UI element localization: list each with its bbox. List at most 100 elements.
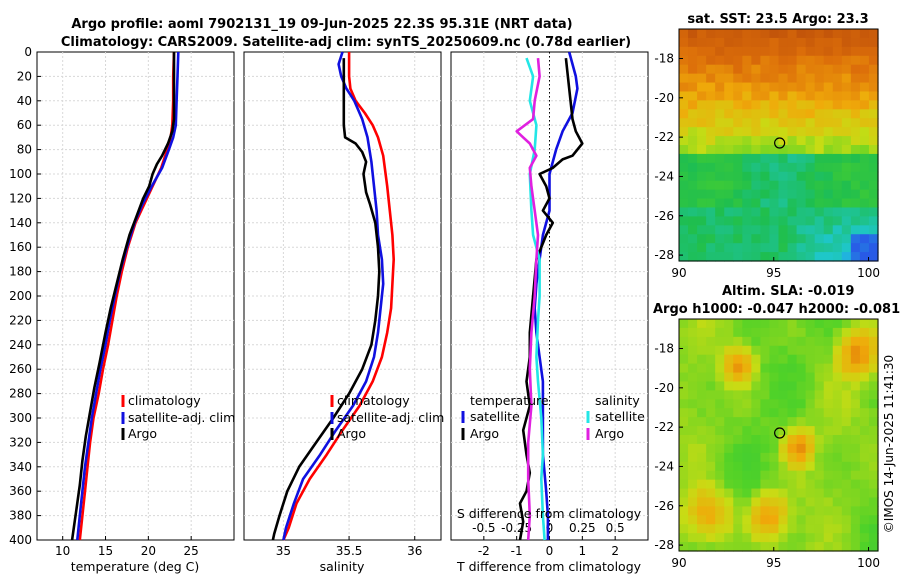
heatmap-cell [850, 319, 861, 329]
heatmap-cell [697, 118, 707, 128]
map-y-tick-label: -22 [654, 130, 674, 144]
heatmap-cell [679, 189, 689, 200]
heatmap-cell [697, 145, 707, 155]
heatmap-cell [841, 243, 852, 253]
heatmap-cell [805, 345, 816, 356]
difference-legend-temperature: temperature satellite Argo [461, 393, 549, 441]
heatmap-cell [841, 29, 852, 39]
heatmap-cell [787, 225, 798, 235]
heatmap-cell [787, 452, 798, 463]
heatmap-cell [706, 82, 716, 93]
heatmap-cell [796, 234, 807, 244]
heatmap-cell [742, 118, 752, 128]
x-tick-label: 25 [184, 544, 199, 558]
heatmap-cell [724, 363, 734, 374]
heatmap-cell [796, 153, 807, 164]
heatmap-cell [769, 136, 780, 146]
legend-label-t-satellite: satellite [470, 409, 520, 424]
heatmap-cell [805, 506, 816, 516]
heatmap-cell [715, 372, 725, 383]
heatmap-cell [706, 461, 716, 472]
heatmap-cell [688, 354, 698, 365]
heatmap-cell [706, 452, 716, 463]
figure-title-line2: Climatology: CARS2009. Satellite-adj cli… [61, 35, 631, 50]
heatmap-cell [841, 336, 852, 347]
heatmap-cell [814, 372, 825, 383]
heatmap-cell [724, 381, 734, 391]
heatmap-cell [850, 180, 861, 191]
y-tick-label: 140 [9, 216, 32, 230]
heatmap-cell [823, 145, 834, 155]
heatmap-cell [868, 29, 879, 39]
heatmap-cell [832, 417, 843, 427]
heatmap-cell [733, 461, 743, 472]
heatmap-cell [796, 37, 807, 48]
heatmap-cell [778, 381, 789, 391]
heatmap-cell [805, 225, 816, 235]
heatmap-cell [841, 234, 852, 244]
heatmap-cell [724, 127, 734, 137]
heatmap-cell [850, 29, 861, 39]
heatmap-cell [751, 180, 762, 191]
heatmap-cell [697, 180, 707, 191]
heatmap-cell [706, 55, 716, 66]
sla-map-title-line1: Altim. SLA: -0.019 [722, 284, 854, 299]
heatmap-cell [760, 363, 771, 374]
heatmap-cell [796, 162, 807, 173]
x-tick-label: 20 [141, 544, 156, 558]
heatmap-cell [823, 345, 834, 356]
y-tick-label: 20 [17, 69, 32, 83]
heatmap-cell [688, 73, 698, 84]
heatmap-cell [814, 345, 825, 356]
heatmap-cell [850, 470, 861, 481]
heatmap-cell [769, 127, 780, 137]
heatmap-cell [823, 189, 834, 200]
heatmap-cell [850, 91, 861, 101]
heatmap-cell [823, 470, 834, 481]
heatmap-cell [814, 118, 825, 128]
map-y-tick-label: -20 [654, 91, 674, 105]
heatmap-cell [778, 452, 789, 463]
heatmap-cell [805, 118, 816, 128]
heatmap-cell [688, 497, 698, 507]
top-x-tick-label: 0.5 [606, 521, 625, 535]
heatmap-cell [859, 145, 870, 155]
heatmap-cell [868, 533, 879, 543]
heatmap-cell [724, 524, 734, 534]
heatmap-cell [724, 189, 734, 200]
heatmap-cell [787, 162, 798, 173]
heatmap-cell [715, 118, 725, 128]
heatmap-cell [805, 390, 816, 400]
heatmap-cell [679, 470, 689, 481]
heatmap-cell [751, 189, 762, 200]
heatmap-cell [715, 46, 725, 57]
heatmap-cell [823, 243, 834, 253]
heatmap-cell [859, 435, 870, 445]
heatmap-cell [760, 216, 771, 226]
heatmap-cell [715, 55, 725, 66]
heatmap-cell [679, 524, 689, 534]
heatmap-cell [697, 479, 707, 490]
heatmap-cell [859, 136, 870, 146]
heatmap-cell [733, 171, 743, 182]
heatmap-cell [832, 408, 843, 418]
heatmap-cell [679, 55, 689, 66]
heatmap-cell [778, 497, 789, 507]
heatmap-cell [814, 417, 825, 427]
heatmap-cell [697, 127, 707, 137]
heatmap-cell [850, 82, 861, 93]
series-line-s-satellite [525, 57, 546, 541]
heatmap-cell [823, 443, 834, 454]
heatmap-cell [751, 145, 762, 155]
heatmap-cell [715, 524, 725, 534]
heatmap-cell [823, 479, 834, 490]
top-x-tick-label: 0 [546, 521, 554, 535]
legend-label-s-argo: Argo [595, 426, 624, 441]
heatmap-cell [814, 252, 825, 262]
heatmap-cell [868, 153, 879, 164]
heatmap-cell [742, 136, 752, 146]
heatmap-cell [742, 153, 752, 164]
heatmap-cell [814, 533, 825, 543]
heatmap-cell [769, 497, 780, 507]
